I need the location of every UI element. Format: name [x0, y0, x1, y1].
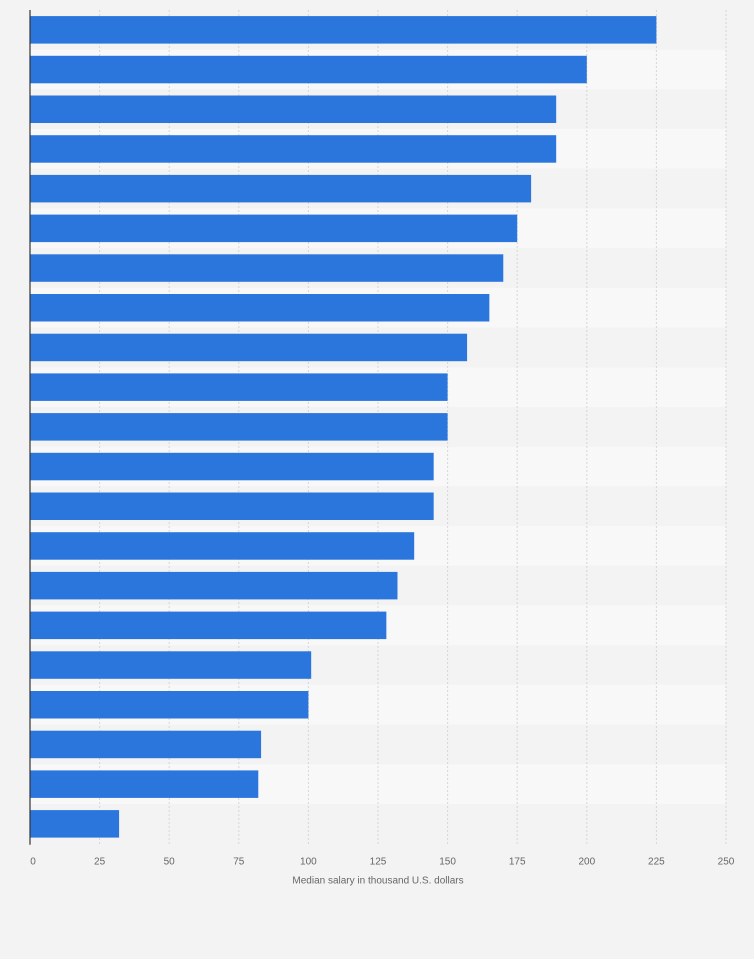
bar	[30, 95, 557, 123]
bar	[30, 16, 657, 44]
x-tick-label: 200	[578, 857, 595, 868]
bar	[30, 452, 434, 481]
bars	[30, 16, 657, 838]
x-tick-label: 125	[370, 857, 387, 868]
bar	[30, 810, 120, 838]
bar	[30, 333, 468, 362]
bar	[30, 611, 387, 640]
x-tick-label: 75	[233, 857, 245, 868]
bar	[30, 691, 309, 719]
x-axis-title: Median salary in thousand U.S. dollars	[292, 876, 463, 887]
x-axis-ticks: 0 25 50 75 100 125 150 175 200 225 250	[30, 857, 735, 868]
bar	[30, 651, 312, 679]
x-tick-label: 50	[164, 857, 176, 868]
bar	[30, 55, 587, 84]
x-tick-label: 250	[718, 857, 735, 868]
bar	[30, 571, 398, 600]
bar	[30, 135, 557, 163]
bar	[30, 730, 262, 759]
bar	[30, 492, 434, 520]
x-tick-label: 25	[94, 857, 106, 868]
bar	[30, 413, 448, 441]
bar	[30, 214, 518, 243]
bar	[30, 254, 504, 282]
bar	[30, 294, 490, 322]
x-tick-label: 225	[648, 857, 665, 868]
bar	[30, 373, 448, 401]
bar	[30, 532, 415, 560]
x-tick-label: 175	[509, 857, 526, 868]
bar	[30, 770, 259, 798]
x-tick-label: 0	[30, 857, 36, 868]
x-tick-label: 100	[300, 857, 317, 868]
x-tick-label: 150	[439, 857, 456, 868]
bar	[30, 174, 532, 203]
